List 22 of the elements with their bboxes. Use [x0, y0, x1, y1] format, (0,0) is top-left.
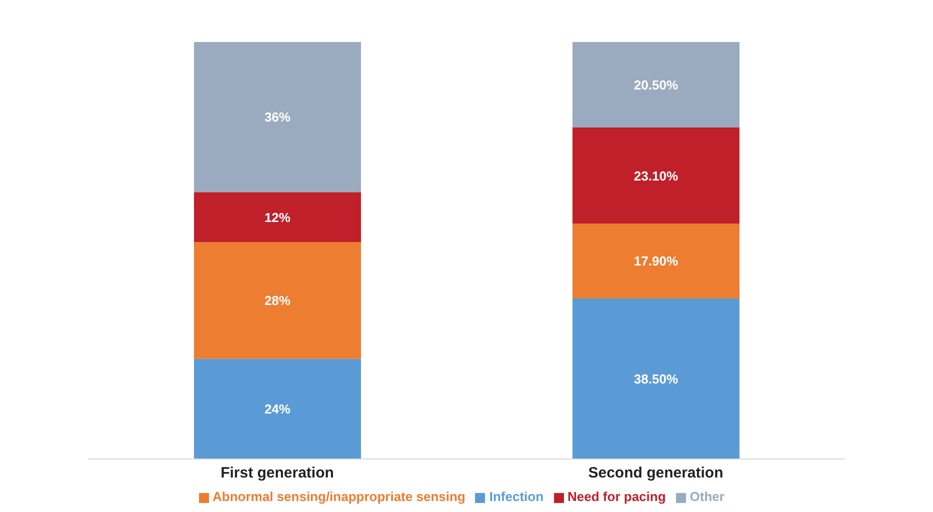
data-label: 24% [264, 402, 291, 417]
legend-label: Need for pacing [568, 489, 666, 504]
data-label: 28% [264, 293, 291, 308]
bar [572, 224, 740, 298]
legend-label: Abnormal sensing/inappropriate sensing [212, 489, 466, 504]
data-label: 23.10% [634, 168, 678, 184]
bar [194, 42, 361, 192]
bar [194, 242, 361, 359]
legend-label: Other [690, 489, 724, 504]
bar [572, 127, 740, 224]
bar [194, 192, 361, 242]
data-label: 36% [264, 110, 291, 125]
bar [194, 358, 361, 459]
legend-label: Infection [489, 489, 544, 504]
bar [572, 42, 740, 128]
data-label: 20.50% [634, 77, 678, 92]
data-label: 17.90% [634, 254, 678, 269]
x-tick-label: First generation [220, 464, 334, 482]
bar [572, 298, 740, 459]
data-label: 12% [264, 210, 291, 225]
data-label: 38.50% [634, 371, 678, 386]
x-tick-label: Second generation [588, 464, 724, 482]
